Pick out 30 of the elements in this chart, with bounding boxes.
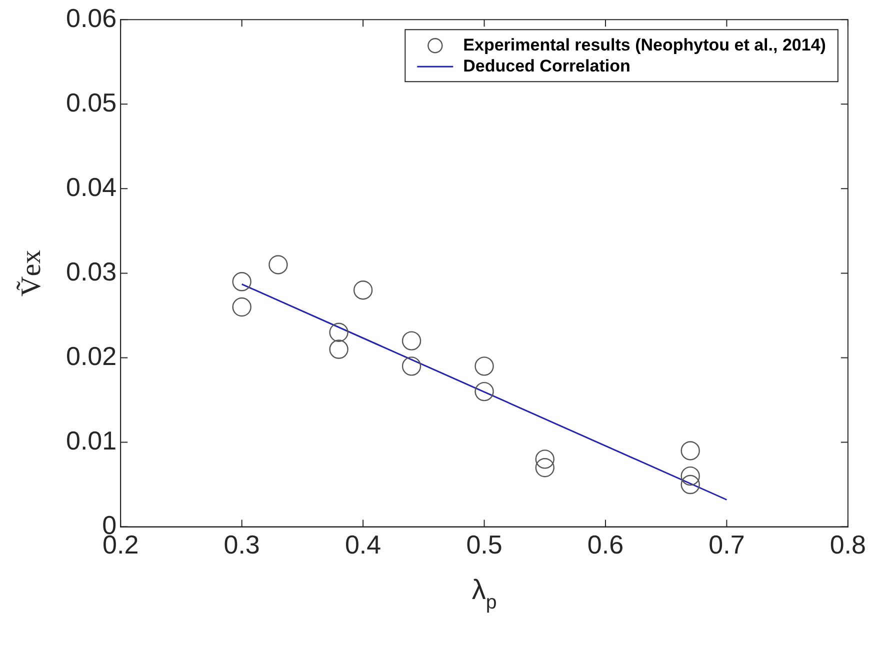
y-tick-label: 0.06 — [66, 2, 117, 33]
point — [232, 272, 252, 292]
y-tick-label: 0.01 — [66, 425, 117, 456]
point — [329, 340, 348, 359]
point — [268, 255, 288, 274]
x-tick-label: 0.5 — [466, 530, 502, 560]
point — [535, 450, 554, 469]
point — [353, 280, 373, 300]
point — [680, 441, 700, 460]
y-tick-label: 0.05 — [66, 87, 117, 118]
y-tick-label: 0.02 — [66, 340, 117, 371]
x-tick-label: 0.8 — [830, 530, 866, 560]
x-tick-label: 0.3 — [224, 530, 260, 560]
x-tick-label: 0.7 — [708, 530, 745, 560]
x-tick-label: 0.6 — [587, 530, 624, 560]
y-tick-label: 0.04 — [66, 172, 117, 202]
y-axis-title: Ṽex — [16, 250, 47, 297]
legend-label: Experimental results (Neophytou et al., 2014) — [463, 35, 826, 54]
point — [680, 466, 700, 486]
point — [535, 458, 554, 478]
y-tick-label: 0.03 — [66, 256, 117, 286]
point — [474, 382, 494, 402]
point — [232, 297, 252, 317]
point — [402, 331, 422, 350]
point — [402, 356, 422, 376]
legend-label: Deduced Correlation — [463, 56, 630, 76]
point — [474, 356, 494, 376]
point — [680, 474, 700, 494]
point — [329, 322, 348, 342]
x-tick-label: 0.4 — [344, 530, 382, 560]
